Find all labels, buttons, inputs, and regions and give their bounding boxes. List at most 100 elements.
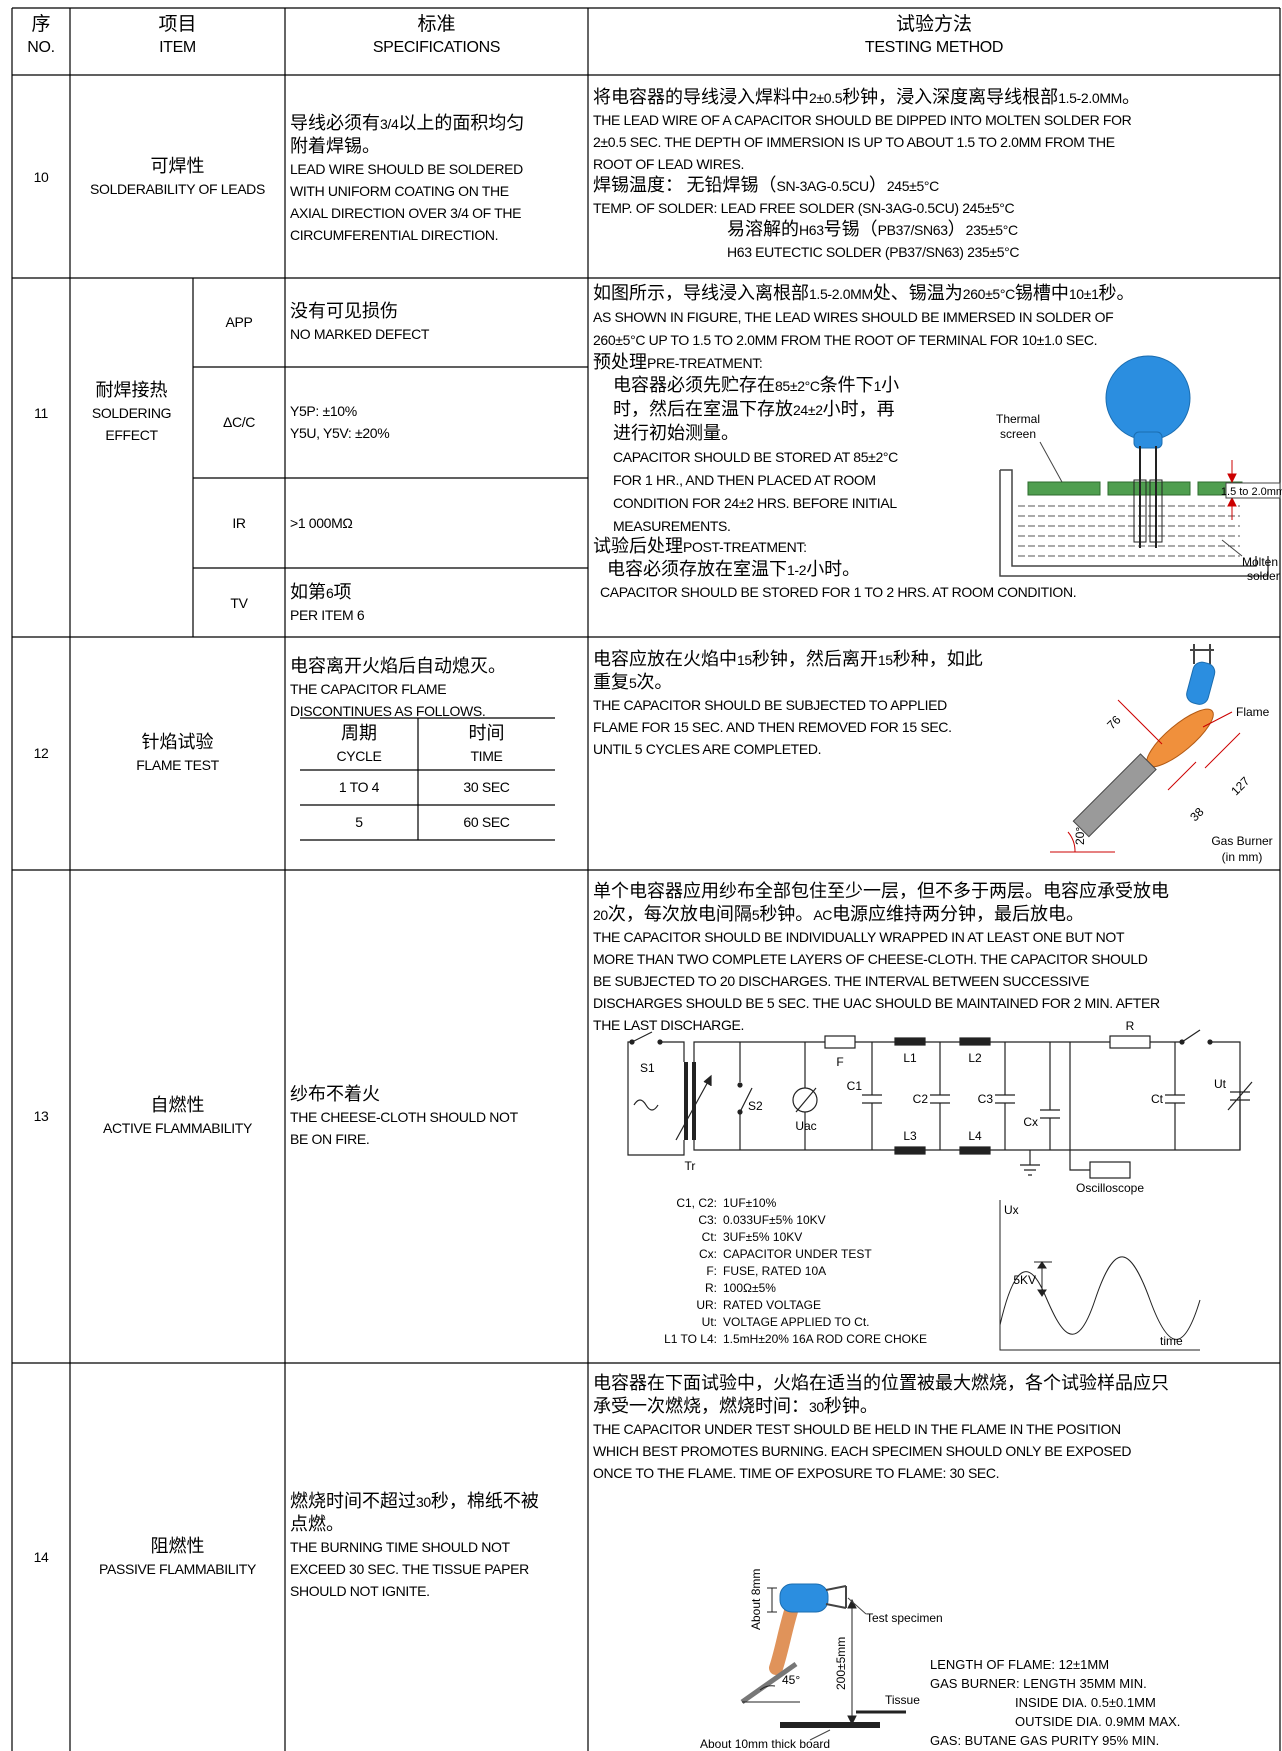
circuit-label: Ct bbox=[1151, 1092, 1164, 1106]
sub-item: TV bbox=[230, 595, 248, 611]
spec-cell: 如第6项 PER ITEM 6 bbox=[290, 581, 365, 626]
text-run: 重复 bbox=[593, 672, 629, 692]
text-line: ROOT OF LEAD WIRES. bbox=[593, 156, 745, 172]
text-run: 试验后处理 bbox=[593, 536, 683, 556]
legend-value: CAPACITOR UNDER TEST bbox=[723, 1247, 872, 1261]
text-line: 自燃性 bbox=[70, 1094, 285, 1117]
text-line: CAPACITOR SHOULD BE STORED FOR 1 TO 2 HR… bbox=[600, 584, 1077, 600]
text-run: 导线必须有 bbox=[290, 113, 380, 133]
figure-label: 76 bbox=[1104, 713, 1124, 733]
text-line: 重复5次。 bbox=[593, 672, 673, 692]
text-line: 耐焊接热 bbox=[70, 379, 193, 402]
text-line: 时间 bbox=[418, 722, 555, 745]
text-run: 燃烧时间不超过 bbox=[290, 1491, 416, 1511]
circuit-label: S2 bbox=[748, 1099, 763, 1113]
method-text: 电容器必须先贮存在85±2°C条件下1小 时，然后在室温下存放24±2小时，再 进行… bbox=[613, 374, 899, 538]
text-run: 锡槽中 bbox=[1014, 283, 1069, 303]
legend-row: Ut: VOLTAGE APPLIED TO Ct. bbox=[625, 1314, 927, 1331]
text-run: 项 bbox=[333, 582, 352, 602]
text-line: DISCONTINUES AS FOLLOWS. bbox=[290, 703, 486, 719]
figure-label: 5KV bbox=[1013, 1273, 1036, 1287]
text-line: Y5P: ±10% bbox=[290, 403, 357, 419]
legend-value: 100Ω±5% bbox=[723, 1281, 776, 1295]
text-line: FLAME TEST bbox=[136, 757, 219, 773]
figure-label: 1.5 to 2.0mm bbox=[1221, 486, 1282, 498]
text-line: 电容必须存放在室温下1-2小时。 bbox=[607, 559, 861, 579]
text-line: OUTSIDE DIA. 0.9MM MAX. bbox=[1015, 1714, 1181, 1729]
text-line: MORE THAN TWO COMPLETE LAYERS OF CHEESE-… bbox=[593, 951, 1148, 967]
method-text: 电容应放在火焰中15秒钟，然后离开15秒种，如此 重复5次。 THE CAPACIT… bbox=[593, 648, 983, 760]
text-run: 承受一次燃烧，燃烧时间： bbox=[593, 1396, 809, 1416]
cycle-header: 时间 TIME bbox=[418, 722, 555, 767]
text-line: TIME bbox=[470, 748, 503, 764]
text-run: 可焊性 bbox=[150, 156, 205, 176]
method-text: 单个电容器应用纱布全部包住至少一层，但不多于两层。电容应承受放电 20次，每次放电… bbox=[593, 880, 1169, 1036]
text-line: THE CAPACITOR SHOULD BE INDIVIDUALLY WRA… bbox=[593, 929, 1125, 945]
text-run: 如图所示，导线浸入离根部 bbox=[593, 283, 809, 303]
text-line: 项目 bbox=[70, 14, 285, 37]
figure-label: Gas Burner bbox=[1211, 834, 1272, 848]
text-line: SOLDERING bbox=[91, 405, 172, 421]
text-line: GAS: BUTANE GAS PURITY 95% MIN. bbox=[930, 1733, 1160, 1748]
text-line: 周期 bbox=[300, 722, 418, 745]
text-line: INSIDE DIA. 0.5±0.1MM bbox=[1015, 1695, 1156, 1710]
legend-row: C1, C2: 1UF±10% bbox=[625, 1195, 927, 1212]
text-run: 焊锡温度： bbox=[593, 175, 683, 195]
legend-row: Cx: CAPACITOR UNDER TEST bbox=[625, 1246, 927, 1263]
row-number: 14 bbox=[33, 1549, 49, 1565]
text-run: 秒钟。 bbox=[759, 904, 814, 924]
text-run: 如第 bbox=[290, 582, 326, 602]
text-run: 周期 bbox=[341, 723, 377, 743]
text-line: AXIAL DIRECTION OVER 3/4 OF THE bbox=[290, 205, 522, 221]
legend-key: Ct: bbox=[701, 1230, 717, 1244]
text-run: 秒钟，然后离开 bbox=[751, 649, 878, 669]
method-text: 如图所示，导线浸入离根部1.5-2.0MM处、锡温为260±5°C锡槽中10±1… bbox=[593, 282, 1135, 352]
method-text: 试验后处理POST-TREATMENT: bbox=[593, 535, 807, 559]
text-run: ） bbox=[947, 219, 966, 239]
row-number: 10 bbox=[33, 169, 49, 185]
text-line: BE SUBJECTED TO 20 DISCHARGES. THE INTER… bbox=[593, 973, 1090, 989]
legend-row: UR: RATED VOLTAGE bbox=[625, 1297, 927, 1314]
text-run: 次。 bbox=[636, 672, 673, 692]
text-line: WHICH BEST PROMOTES BURNING. EACH SPECIM… bbox=[593, 1443, 1132, 1459]
header-cell: 项目 ITEM bbox=[70, 14, 285, 59]
text-line: >1 000MΩ bbox=[290, 515, 353, 531]
text-line: 易溶解的H63号锡（PB37/SN63）235±5°C bbox=[727, 219, 1018, 239]
text-line: 可焊性 bbox=[70, 155, 285, 178]
text-run: 电容离开火焰后自动熄灭。 bbox=[290, 656, 506, 676]
text-line: THE LAST DISCHARGE. bbox=[593, 1017, 745, 1033]
spec-cell: Y5P: ±10% Y5U, Y5V: ±20% bbox=[290, 400, 390, 444]
text-line: 预处理PRE-TREATMENT: bbox=[593, 352, 763, 372]
spec-cell: 纱布不着火 THE CHEESE-CLOTH SHOULD NOT BE ON FI… bbox=[290, 1083, 518, 1150]
circuit-label: S1 bbox=[640, 1061, 655, 1075]
text-line: AS SHOWN IN FIGURE, THE LEAD WIRES SHOUL… bbox=[593, 309, 1114, 325]
flame-test-figure: Flame 76 127 38 20° Gas Burner (in mm) bbox=[1050, 644, 1273, 864]
text-line: 试验后处理POST-TREATMENT: bbox=[593, 536, 807, 556]
text-run: 将电容器的导线浸入焊料中 bbox=[593, 87, 809, 107]
text-line: TEMP. OF SOLDER: LEAD FREE SOLDER (SN-3A… bbox=[593, 200, 1015, 216]
legend-key: C1, C2: bbox=[676, 1196, 717, 1210]
text-line: CYCLE bbox=[336, 748, 382, 764]
legend-key: C3: bbox=[698, 1213, 717, 1227]
figure-label: Molten bbox=[1242, 555, 1278, 569]
text-line: BE ON FIRE. bbox=[290, 1131, 370, 1147]
text-line: 电容器必须先贮存在85±2°C条件下1小 bbox=[613, 375, 900, 395]
text-line: 如第6项 bbox=[290, 582, 352, 602]
text-line: CAPACITOR SHOULD BE STORED AT 85±2°C bbox=[613, 449, 898, 465]
text-run: 电容必须存放在室温下 bbox=[607, 559, 787, 579]
text-line: LENGTH OF FLAME: 12±1MM bbox=[930, 1657, 1110, 1672]
text-line: CIRCUMFERENTIAL DIRECTION. bbox=[290, 227, 499, 243]
legend-row: Ct: 3UF±5% 10KV bbox=[625, 1229, 927, 1246]
text-run: 标准 bbox=[417, 14, 456, 35]
circuit-labels: S1 F L1 L2 C1 C2 C3 S2 Uac Cx L3 L4 Tr R… bbox=[640, 1019, 1227, 1195]
text-line: 纱布不着火 bbox=[290, 1083, 518, 1106]
circuit-label: Cx bbox=[1023, 1115, 1038, 1129]
legend-value: RATED VOLTAGE bbox=[723, 1298, 822, 1312]
text-run: 秒钟，浸入深度离导线根部 bbox=[842, 87, 1059, 107]
legend-value: VOLTAGE APPLIED TO Ct. bbox=[723, 1315, 870, 1329]
text-run: 秒，棉纸不被 bbox=[430, 1491, 539, 1511]
text-line: THE LEAD WIRE OF A CAPACITOR SHOULD BE D… bbox=[593, 112, 1132, 128]
text-run: 时间 bbox=[468, 723, 505, 743]
figure-label: Ux bbox=[1004, 1203, 1019, 1217]
